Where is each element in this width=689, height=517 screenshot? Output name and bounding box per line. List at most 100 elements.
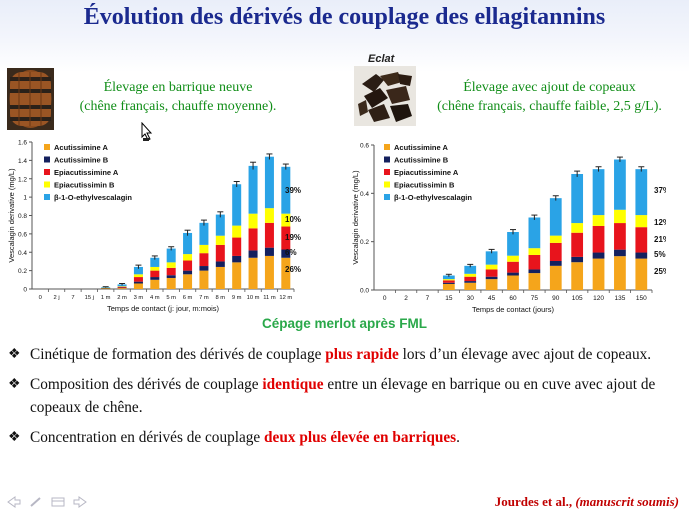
bar-segment [442, 282, 455, 284]
x-tick-label: 6 m [183, 295, 193, 301]
bar-segment [614, 209, 626, 224]
bullet-item: ❖ Cinétique de formation des dérivés de … [6, 343, 682, 366]
bar-segment [485, 269, 498, 277]
y-tick-label: 1 [23, 195, 27, 202]
bar-segment [614, 223, 626, 250]
cepage-caption: Cépage merlot après FML [261, 316, 428, 331]
bar-segment [485, 251, 498, 265]
bar-segment [248, 250, 258, 258]
y-tick-label: 0.8 [18, 213, 27, 220]
right-subtitle-line1: Élevage avec ajout de copeaux [463, 80, 636, 95]
bullet-diamond-icon: ❖ [8, 430, 21, 445]
bar-segment [133, 283, 143, 289]
left-subtitle-line2: (chêne français, chauffe moyenne). [79, 99, 277, 114]
y-axis-label: Vescalagin derivative (mg/L) [7, 168, 16, 263]
mouse-cursor-icon [141, 122, 153, 141]
bar-segment [232, 255, 242, 263]
nav-menu-icon[interactable] [50, 496, 66, 508]
slide-nav [6, 496, 88, 508]
x-tick-label: 30 [467, 295, 475, 302]
bullet-text-pre: Concentration en dérivés de couplage [30, 429, 265, 446]
bullet-text-post: entre un élevage en barrique ou en cuve … [30, 376, 656, 416]
bar-segment [442, 283, 455, 290]
bar-segment [635, 252, 648, 259]
x-tick-label: 45 [488, 295, 496, 302]
citation: Jourdes et al., (manuscrit soumis) [495, 494, 679, 510]
x-axis-label: Temps de contact (j: jour, m:mois) [107, 304, 220, 313]
x-tick-label: 2 j [54, 295, 60, 301]
percent-label: 25% [654, 267, 666, 276]
bar-segment [507, 232, 519, 256]
bar-segment [248, 257, 258, 289]
bar-segment [199, 266, 209, 271]
bar-segment [215, 244, 225, 262]
percent-label: 37% [654, 186, 666, 195]
bar-segment [635, 215, 648, 228]
bar-segment [264, 222, 274, 248]
bar-segment [117, 284, 127, 287]
bar-segment [264, 247, 274, 256]
bar-segment [248, 165, 258, 214]
y-tick-label: 0.6 [18, 231, 27, 238]
x-tick-label: 8 m [215, 295, 225, 301]
bar-segment [571, 223, 584, 233]
bar-segment [248, 213, 258, 229]
legend-swatch [384, 156, 390, 163]
legend-label: Acutissimine A [394, 143, 448, 152]
bullet-diamond-icon: ❖ [8, 347, 21, 362]
left-stacked-bar-chart: 0 0.2 0.4 0.6 0.8 1 1.2 1.4 1.6 0 2 j 7 15 j 1 m 2 m 3 … [7, 140, 301, 314]
bullet-text-post: lors d’un élevage avec ajout de copeaux. [398, 346, 652, 363]
bar-segment [571, 256, 584, 263]
y-tick-label: 0.2 [18, 268, 27, 275]
bar-segment [215, 261, 225, 267]
legend-swatch [44, 194, 50, 200]
percent-label: 12% [654, 218, 666, 227]
bar-segment [485, 279, 498, 290]
bar-segment [281, 226, 291, 250]
bullet-text-post: . [456, 429, 460, 446]
bar-segment [117, 288, 127, 289]
bar-segment [133, 277, 143, 282]
x-tick-label: 1 m [101, 295, 111, 301]
bar-segment [571, 232, 584, 257]
x-tick-label: 75 [531, 295, 539, 302]
nav-pen-icon[interactable] [28, 496, 44, 508]
bar-segment [549, 235, 562, 243]
bar-segment [592, 215, 605, 226]
legend-swatch [44, 181, 50, 188]
bar-segment [232, 184, 242, 226]
bar-segment [507, 261, 519, 273]
bar-segment [507, 255, 519, 262]
bar-segment [101, 287, 111, 289]
bar-segment [442, 275, 455, 280]
x-tick-label: 7 [426, 295, 430, 302]
left-subtitle: Élevage en barrique neuve (chêne françai… [48, 78, 308, 116]
bar-segment [592, 258, 605, 290]
bar-segment [264, 208, 274, 223]
nav-prev-icon[interactable] [6, 496, 22, 508]
slide-title: Évolution des dérivés de couplage des el… [83, 4, 606, 30]
legend-swatch [384, 169, 390, 175]
citation-note: (manuscrit soumis) [575, 494, 679, 509]
percent-label: 26% [285, 265, 301, 274]
legend-label: Acutissimine A [54, 143, 108, 152]
bullet-list: ❖ Cinétique de formation des dérivés de … [6, 343, 682, 456]
right-subtitle-line2: (chêne français, chauffe faible, 2,5 g/L… [437, 99, 662, 114]
nav-next-icon[interactable] [72, 496, 88, 508]
bar-segment [199, 253, 209, 267]
bar-segment [507, 272, 519, 276]
x-tick-label: 2 m [117, 295, 127, 301]
bar-segment [166, 275, 176, 278]
legend-swatch [384, 181, 390, 188]
x-tick-label: 10 m [247, 295, 260, 301]
legend-swatch [44, 144, 50, 150]
percent-label: 5% [654, 250, 666, 259]
legend-swatch [44, 156, 50, 163]
bar-segment [232, 237, 242, 256]
y-axis-label: Vescalagin derivative (mg/L) [351, 170, 360, 265]
y-tick-label: 0.2 [360, 239, 369, 246]
bar-segment [549, 198, 562, 236]
x-tick-label: 60 [509, 295, 517, 302]
bar-segment [166, 277, 176, 289]
bar-segment [117, 286, 127, 288]
